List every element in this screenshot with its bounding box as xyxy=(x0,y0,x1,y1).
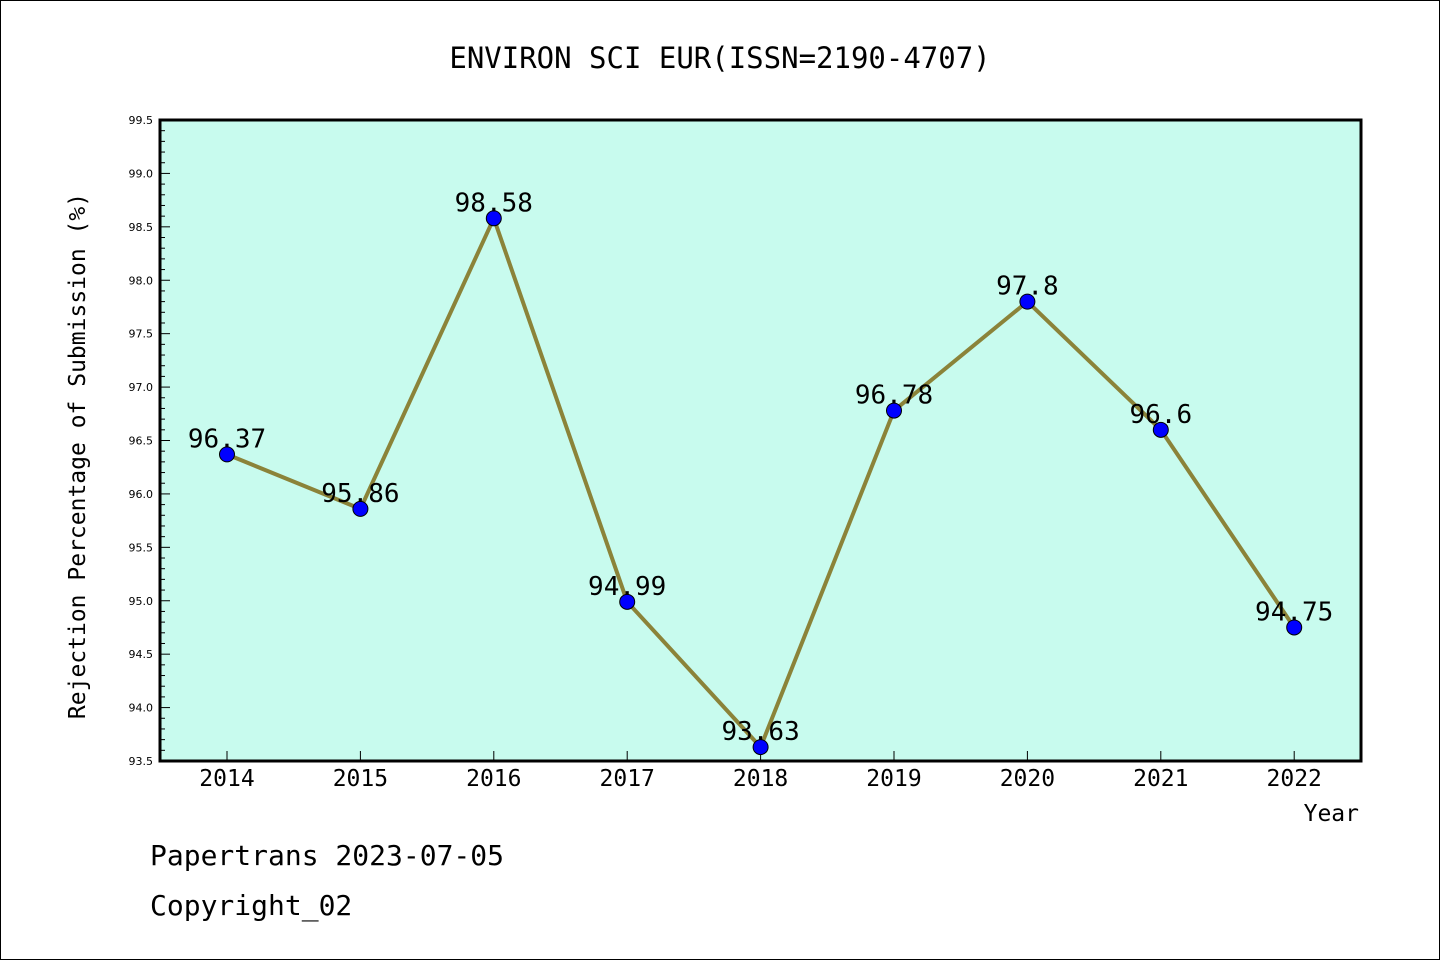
x-axis: 2014 2015 2016 2017 2018 2019 2020 2021 2022 xyxy=(199,751,1322,792)
data-point xyxy=(1019,293,1036,310)
chart-title: ENVIRON SCI EUR(ISSN=2190-4707) xyxy=(449,41,990,75)
x-tick-label: 2015 xyxy=(333,766,388,792)
data-label: 96.37 xyxy=(188,424,266,454)
data-point xyxy=(485,210,502,227)
y-tick-label: 97.5 xyxy=(129,328,154,341)
x-tick-label: 2021 xyxy=(1133,766,1188,792)
y-tick-label: 99.5 xyxy=(129,114,154,127)
x-tick-label: 2016 xyxy=(466,766,521,792)
plot-frame xyxy=(158,118,1363,763)
footer-copyright: Copyright_02 xyxy=(150,889,352,923)
y-tick-label: 94.5 xyxy=(129,648,154,661)
x-tick-label: 2020 xyxy=(1000,766,1055,792)
x-tick-label: 2014 xyxy=(199,766,254,792)
y-tick-label: 99.0 xyxy=(129,167,154,180)
y-tick-label: 93.5 xyxy=(129,755,154,768)
data-label: 97.8 xyxy=(996,272,1059,302)
data-label: 96.6 xyxy=(1129,400,1192,430)
y-tick-label: 95.5 xyxy=(129,541,154,554)
x-tick-label: 2018 xyxy=(733,766,788,792)
plot-area xyxy=(160,120,1361,761)
y-tick-label: 97.0 xyxy=(129,381,154,394)
data-point xyxy=(619,593,636,610)
x-axis-title: Year xyxy=(1304,801,1359,827)
data-label: 94.99 xyxy=(588,572,666,602)
y-axis-title: Rejection Percentage of Submission (%) xyxy=(65,193,91,719)
data-point xyxy=(1152,421,1169,438)
data-label: 93.63 xyxy=(721,717,799,747)
data-point xyxy=(886,402,902,419)
y-tick-label: 98.0 xyxy=(129,274,154,287)
data-label: 96.78 xyxy=(855,381,933,411)
data-labels: 96.37 95.86 98.58 94.99 93.63 96.78 97.8 96.6 94… xyxy=(188,188,1333,747)
data-point xyxy=(1286,619,1303,636)
data-point xyxy=(752,739,769,756)
footer-date: Papertrans 2023-07-05 xyxy=(150,839,504,872)
y-axis: 93.5 94.0 94.5 95.0 95.5 96.0 96.5 97.0 97.5 98.0… xyxy=(129,114,170,768)
data-points xyxy=(219,210,1303,756)
data-point xyxy=(352,500,369,517)
x-tick-label: 2017 xyxy=(600,766,655,792)
y-tick-label: 98.5 xyxy=(129,221,154,234)
y-tick-label: 96.5 xyxy=(129,435,154,448)
data-label: 95.86 xyxy=(321,479,399,509)
y-tick-label: 96.0 xyxy=(129,488,154,501)
data-label: 98.58 xyxy=(455,188,533,218)
x-tick-label: 2022 xyxy=(1267,766,1322,792)
y-tick-label: 94.0 xyxy=(129,702,154,715)
y-tick-label: 95.0 xyxy=(129,595,154,608)
data-point xyxy=(219,446,235,463)
data-label: 94.75 xyxy=(1255,597,1333,627)
x-tick-label: 2019 xyxy=(866,766,921,792)
